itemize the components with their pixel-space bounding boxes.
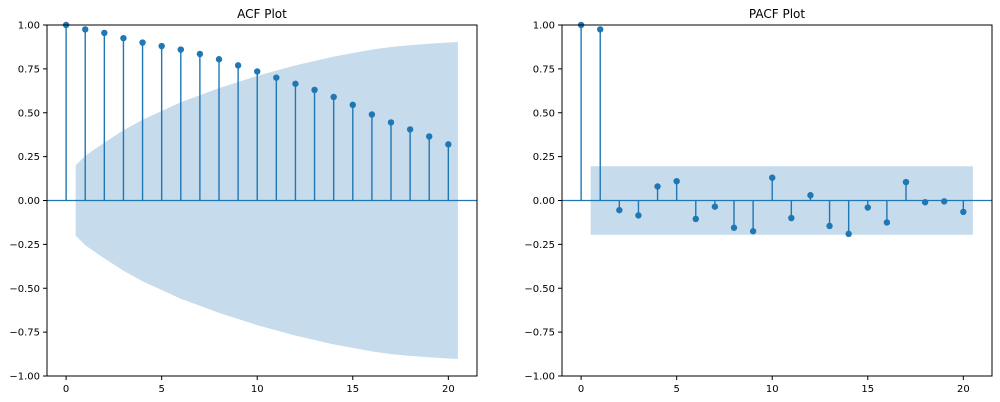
acf-point-lag-7 bbox=[196, 50, 204, 58]
acf-point-lag-12 bbox=[292, 80, 299, 87]
acf-point-lag-20 bbox=[445, 141, 452, 148]
pacf-point-lag-3 bbox=[635, 212, 642, 219]
acf-point-lag-15 bbox=[349, 101, 356, 109]
acf-ytick-label: 0.50 bbox=[18, 108, 40, 119]
acf-ytick-label: −0.50 bbox=[9, 284, 40, 295]
acf-ytick-label: −0.25 bbox=[9, 240, 40, 251]
pacf-point-lag-17 bbox=[902, 178, 910, 186]
acf-xtick-label: 20 bbox=[442, 384, 455, 395]
pacf-ytick-label: −1.00 bbox=[524, 372, 555, 383]
pacf-point-lag-5 bbox=[673, 177, 680, 185]
acf-xtick-label: 5 bbox=[158, 384, 164, 395]
acf-point-lag-10 bbox=[254, 68, 261, 75]
pacf-point-lag-19 bbox=[941, 198, 948, 205]
acf-ytick-label: −1.00 bbox=[9, 372, 40, 383]
pacf-ytick-label: 0.50 bbox=[533, 108, 555, 119]
pacf-point-lag-16 bbox=[883, 219, 891, 226]
pacf-title: PACF Plot bbox=[749, 7, 805, 21]
acf-point-lag-8 bbox=[215, 56, 223, 63]
acf-plot-area: −1.00 −0.75 −0.50 −0.25 0.00 0.25 0.50 0.75 1.00… bbox=[9, 21, 478, 395]
acf-ytick-label: 1.00 bbox=[18, 21, 40, 32]
acf-ytick-label: 0.00 bbox=[18, 196, 40, 207]
pacf-ytick-label: −0.75 bbox=[524, 328, 555, 339]
pacf-point-lag-8 bbox=[730, 224, 738, 231]
pacf-xtick-label: 20 bbox=[957, 384, 970, 395]
acf-ytick-label: 0.25 bbox=[18, 152, 40, 163]
pacf-ytick-label: 0.25 bbox=[533, 152, 555, 163]
pacf-point-lag-2 bbox=[616, 206, 623, 214]
acf-point-lag-11 bbox=[273, 74, 280, 81]
pacf-point-lag-13 bbox=[826, 222, 833, 230]
acf-point-lag-17 bbox=[387, 119, 395, 126]
acf-point-lag-19 bbox=[426, 133, 433, 140]
pacf-ytick-label: 0.75 bbox=[533, 64, 555, 75]
pacf-point-lag-7 bbox=[711, 203, 719, 210]
pacf-xtick-label: 0 bbox=[578, 384, 584, 395]
pacf-ytick-label: −0.50 bbox=[524, 284, 555, 295]
pacf-point-lag-12 bbox=[807, 192, 814, 199]
pacf-xtick-label: 15 bbox=[861, 384, 874, 395]
acf-xtick-label: 0 bbox=[63, 384, 69, 395]
pacf-ytick-label: 1.00 bbox=[533, 21, 555, 32]
pacf-ytick-label: −0.25 bbox=[524, 240, 555, 251]
pacf-xtick-label: 5 bbox=[673, 384, 679, 395]
pacf-point-lag-14 bbox=[845, 230, 852, 238]
pacf-point-lag-9 bbox=[749, 228, 757, 235]
acf-point-lag-1 bbox=[82, 26, 89, 33]
acf-point-lag-9 bbox=[234, 62, 242, 69]
pacf-subplot: PACF Plot −1.00 −0.75 −0.50 −0.25 0.00 0.25 0.… bbox=[524, 7, 993, 395]
acf-point-lag-3 bbox=[120, 34, 127, 42]
acf-point-lag-6 bbox=[177, 46, 184, 53]
pacf-point-lag-18 bbox=[921, 199, 929, 206]
pacf-point-lag-20 bbox=[960, 208, 967, 216]
acf-point-lag-14 bbox=[330, 93, 337, 101]
pacf-point-lag-11 bbox=[788, 214, 795, 222]
acf-point-lag-13 bbox=[311, 86, 318, 94]
pacf-xtick-label: 10 bbox=[766, 384, 779, 395]
acf-point-lag-5 bbox=[158, 42, 165, 50]
acf-ytick-label: −0.75 bbox=[9, 328, 40, 339]
acf-ytick-label: 0.75 bbox=[18, 64, 40, 75]
acf-point-lag-4 bbox=[139, 39, 146, 46]
acf-point-lag-16 bbox=[368, 111, 376, 118]
pacf-point-lag-6 bbox=[692, 215, 699, 223]
acf-title: ACF Plot bbox=[237, 7, 287, 21]
pacf-ytick-label: 0.00 bbox=[533, 196, 555, 207]
pacf-point-lag-10 bbox=[769, 174, 776, 181]
pacf-point-lag-4 bbox=[654, 183, 661, 190]
acf-xtick-label: 10 bbox=[251, 384, 264, 395]
pacf-plot-area: −1.00 −0.75 −0.50 −0.25 0.00 0.25 0.50 0.75 1.00… bbox=[524, 21, 993, 395]
pacf-point-lag-15 bbox=[864, 204, 871, 211]
acf-subplot: ACF Plot −1.00 −0.75 −0.50 −0.25 0.00 0.25 0.5… bbox=[9, 7, 478, 395]
acf-point-lag-2 bbox=[101, 29, 108, 37]
pacf-point-lag-1 bbox=[597, 26, 604, 33]
acf-point-lag-18 bbox=[406, 126, 414, 133]
acf-xtick-label: 15 bbox=[346, 384, 359, 395]
